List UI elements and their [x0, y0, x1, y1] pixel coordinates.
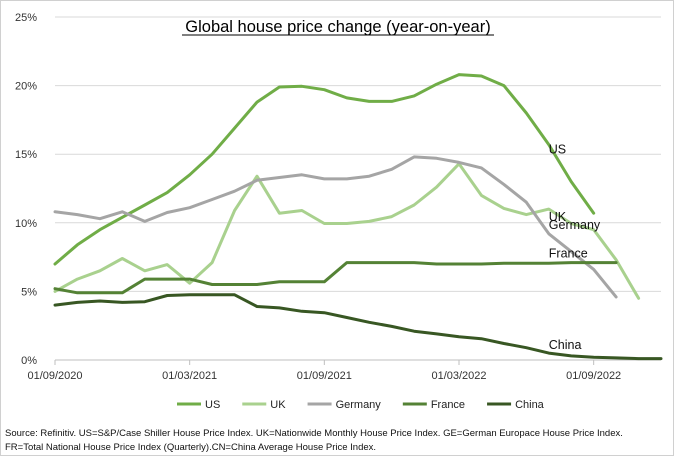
legend-label-us: US: [205, 399, 220, 411]
annotation-uk: UK: [549, 210, 567, 224]
chart-title: Global house price change (year-on-year): [185, 18, 490, 36]
x-tick-label: 01/09/2020: [27, 370, 82, 382]
annotation-us: US: [549, 143, 566, 157]
y-tick-label: 10%: [15, 218, 37, 230]
x-tick-label: 01/03/2021: [162, 370, 217, 382]
series-line-china: [53, 293, 663, 361]
legend-label-uk: UK: [270, 399, 286, 411]
series-lines: [53, 73, 663, 361]
y-tick-label: 5%: [21, 286, 37, 298]
annotation-germany: Germany: [549, 218, 601, 232]
annotation-china: China: [549, 338, 582, 352]
series-line-germany: [53, 155, 618, 299]
y-axis-ticks: 0% 5% 10% 15% 20% 25%: [15, 12, 37, 367]
annotation-france: France: [549, 246, 588, 260]
y-tick-label: 20%: [15, 81, 37, 93]
source-note-line-2: FR=Total National House Price Index (Qua…: [5, 442, 376, 453]
y-tick-label: 15%: [15, 149, 37, 161]
legend-label-france: France: [431, 399, 465, 411]
legend: US UK Germany France China: [177, 399, 545, 411]
series-line-uk: [53, 162, 641, 300]
series-line-us: [53, 73, 596, 266]
x-tick-label: 01/03/2022: [431, 370, 486, 382]
source-note-line-1: Source: Refinitiv. US=S&P/Case Shiller H…: [5, 428, 623, 439]
x-axis-ticks: 01/09/2020 01/03/2021 01/09/2021 01/03/2022…: [27, 360, 621, 382]
series-line-france: [53, 261, 618, 295]
legend-label-germany: Germany: [336, 399, 382, 411]
y-tick-label: 25%: [15, 12, 37, 24]
gridlines: [55, 16, 661, 361]
x-tick-label: 01/09/2022: [566, 370, 621, 382]
y-tick-label: 0%: [21, 355, 37, 367]
legend-label-china: China: [515, 399, 545, 411]
x-tick-label: 01/09/2021: [297, 370, 352, 382]
